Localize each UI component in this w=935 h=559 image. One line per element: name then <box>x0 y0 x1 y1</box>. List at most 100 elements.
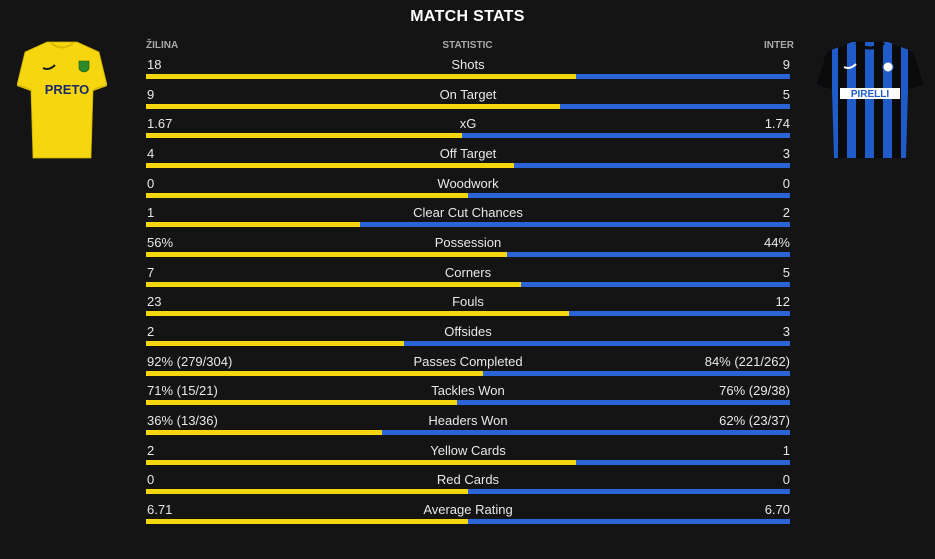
stat-row: 1.67 xG 1.74 <box>146 114 790 144</box>
stat-comparison-bar <box>146 162 790 168</box>
home-stat-value: 71% (15/21) <box>147 383 218 399</box>
home-bar-fill <box>146 133 462 139</box>
home-stat-value: 0 <box>147 175 155 191</box>
stat-comparison-bar <box>146 340 790 346</box>
home-stat-value: 1 <box>147 205 155 221</box>
away-team-name: INTER <box>764 40 794 51</box>
stat-comparison-bar <box>146 429 790 435</box>
home-bar-fill <box>146 74 576 79</box>
stat-row: 6.71 Average Rating 6.70 <box>146 500 790 530</box>
stat-name: Headers Won <box>428 412 508 428</box>
blue-black-striped-shirt-icon: PIRELLI <box>816 41 924 158</box>
home-kit-sponsor-text: PRETO <box>45 82 90 97</box>
stat-row: 18 Shots 9 <box>146 55 790 85</box>
home-bar-fill <box>146 311 570 317</box>
away-bar-fill <box>569 311 790 317</box>
away-bar-fill <box>382 429 790 435</box>
stat-name: Corners <box>444 264 492 280</box>
home-bar-fill <box>146 400 458 406</box>
stat-row: 1 Clear Cut Chances 2 <box>146 203 790 233</box>
away-stat-value: 5 <box>782 86 790 102</box>
away-kit-sponsor-text: PIRELLI <box>851 89 890 100</box>
away-bar-fill <box>560 103 790 109</box>
home-stat-value: 9 <box>147 86 155 102</box>
away-bar-fill <box>513 162 790 168</box>
stat-row: 71% (15/21) Tackles Won 76% (29/38) <box>146 381 790 411</box>
stat-name: On Target <box>439 86 497 102</box>
away-bar-fill <box>482 370 790 376</box>
stat-name: Offsides <box>444 323 492 339</box>
stat-name: Woodwork <box>437 175 499 191</box>
home-bar-fill <box>146 429 383 435</box>
stat-comparison-bar <box>146 400 790 406</box>
home-team-name: ŽILINA <box>146 40 179 51</box>
stat-name: Red Cards <box>436 472 500 488</box>
home-stat-value: 6.71 <box>147 501 173 517</box>
stat-row: 0 Woodwork 0 <box>146 174 790 204</box>
stat-comparison-bar <box>146 281 790 287</box>
away-bar-fill <box>403 340 790 346</box>
stat-comparison-bar <box>146 370 790 376</box>
home-bar-fill <box>146 459 576 465</box>
stat-comparison-bar <box>146 103 790 109</box>
stat-row: 2 Offsides 3 <box>146 322 790 352</box>
stat-comparison-bar <box>146 518 790 524</box>
home-stat-value: 1.67 <box>147 116 173 132</box>
away-stat-value: 9 <box>782 57 790 72</box>
home-stat-value: 2 <box>147 323 155 339</box>
stat-comparison-bar <box>146 311 790 317</box>
stats-list: 18 Shots 9 9 On Target 5 1.67 xG 1.74 4 Off Target… <box>146 55 790 530</box>
home-bar-fill <box>146 370 483 376</box>
home-stat-value: 56% <box>147 234 174 250</box>
home-stat-value: 36% (13/36) <box>147 412 218 428</box>
stat-row: 7 Corners 5 <box>146 263 790 293</box>
stat-comparison-bar <box>146 74 790 79</box>
stat-row: 4 Off Target 3 <box>146 144 790 174</box>
stat-row: 23 Fouls 12 <box>146 292 790 322</box>
away-bar-fill <box>575 74 790 79</box>
stat-comparison-bar <box>146 192 790 198</box>
away-stat-value: 1 <box>782 442 790 458</box>
stat-name: Shots <box>451 57 485 72</box>
stat-name: Average Rating <box>423 501 513 517</box>
stat-row: 92% (279/304) Passes Completed 84% (221/26… <box>146 352 790 382</box>
away-stat-value: 5 <box>782 264 790 280</box>
away-bar-fill <box>468 518 790 524</box>
away-bar-fill <box>506 251 790 257</box>
home-stat-value: 0 <box>147 472 155 488</box>
stat-row: 0 Red Cards 0 <box>146 470 790 500</box>
page-title: MATCH STATS <box>410 8 525 25</box>
stat-comparison-bar <box>146 251 790 257</box>
away-stat-value: 2 <box>782 205 790 221</box>
away-bar-fill <box>468 192 790 198</box>
away-stat-value: 3 <box>782 145 790 161</box>
stat-row: 9 On Target 5 <box>146 85 790 115</box>
home-bar-fill <box>146 489 468 495</box>
away-bar-fill <box>461 133 790 139</box>
stat-name: Passes Completed <box>413 353 523 369</box>
stat-name: Clear Cut Chances <box>413 205 523 221</box>
yellow-shirt-icon: PRETO <box>17 41 107 159</box>
home-stat-value: 2 <box>147 442 155 458</box>
away-stat-value: 44% <box>763 234 790 250</box>
home-bar-fill <box>146 340 404 346</box>
away-stat-value: 62% (23/37) <box>719 412 790 428</box>
away-bar-fill <box>457 400 790 406</box>
stat-comparison-bar <box>146 133 790 139</box>
away-stat-value: 84% (221/262) <box>704 353 790 369</box>
statistic-column-header: STATISTIC <box>442 40 493 51</box>
home-bar-fill <box>146 222 361 228</box>
stat-row: 56% Possession 44% <box>146 233 790 263</box>
stat-row: 36% (13/36) Headers Won 62% (23/37) <box>146 411 790 441</box>
away-bar-fill <box>468 489 790 495</box>
stat-comparison-bar <box>146 459 790 465</box>
stat-comparison-bar <box>146 489 790 495</box>
stat-name: xG <box>459 116 477 132</box>
home-stat-value: 4 <box>147 145 155 161</box>
stat-comparison-bar <box>146 222 790 228</box>
stat-name: Possession <box>434 234 502 250</box>
away-bar-fill <box>575 459 790 465</box>
home-bar-fill <box>146 281 522 287</box>
stat-name: Tackles Won <box>431 383 505 399</box>
away-stat-value: 3 <box>782 323 790 339</box>
